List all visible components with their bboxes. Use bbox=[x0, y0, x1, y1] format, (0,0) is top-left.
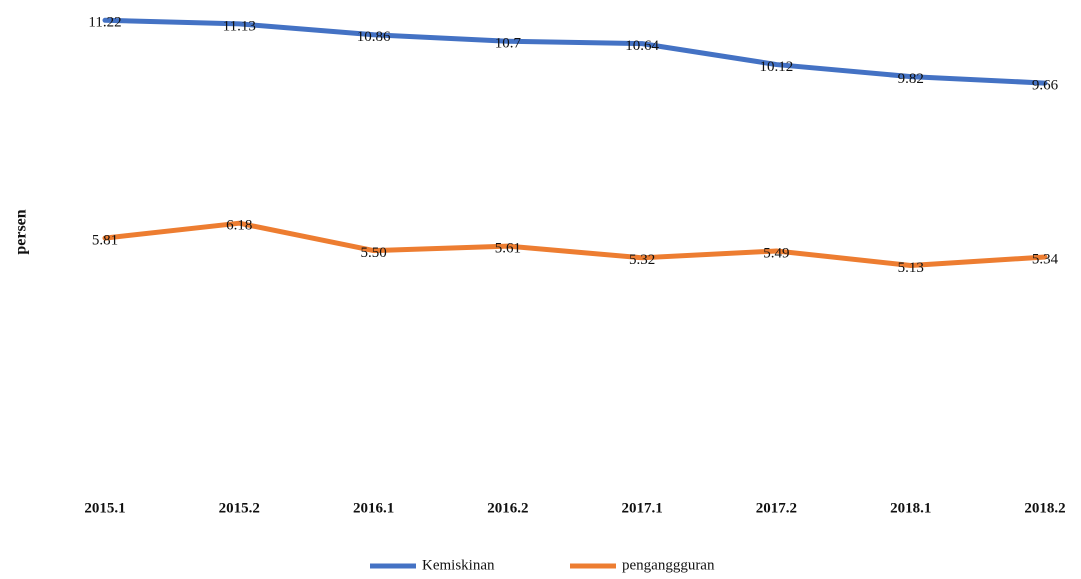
x-tick-label: 2016.2 bbox=[487, 500, 528, 516]
series-line bbox=[102, 17, 1048, 86]
data-label: 10.86 bbox=[357, 29, 391, 45]
x-tick-label: 2015.2 bbox=[219, 500, 260, 516]
x-tick-label: 2016.1 bbox=[353, 500, 394, 516]
x-tick-label: 2017.2 bbox=[756, 500, 797, 516]
data-label: 5.61 bbox=[495, 241, 521, 257]
x-tick-label: 2018.2 bbox=[1024, 500, 1065, 516]
legend-label: Kemiskinan bbox=[422, 557, 495, 573]
data-label: 5.13 bbox=[898, 260, 924, 276]
data-label: 5.50 bbox=[360, 245, 386, 261]
data-label: 11.22 bbox=[88, 15, 121, 31]
legend-label: penganggguran bbox=[622, 557, 715, 573]
data-label: 10.12 bbox=[760, 59, 794, 75]
data-label: 11.13 bbox=[223, 18, 256, 34]
series-line bbox=[102, 220, 1048, 268]
data-label: 5.32 bbox=[629, 252, 655, 268]
data-label: 10.64 bbox=[625, 38, 659, 54]
y-axis-label: persen bbox=[13, 209, 30, 254]
x-tick-label: 2017.1 bbox=[622, 500, 663, 516]
x-tick-label: 2018.1 bbox=[890, 500, 931, 516]
data-label: 9.82 bbox=[898, 71, 924, 87]
data-label: 5.34 bbox=[1032, 251, 1059, 267]
x-tick-label: 2015.1 bbox=[84, 500, 125, 516]
data-label: 5.49 bbox=[763, 245, 789, 261]
data-label: 9.66 bbox=[1032, 78, 1059, 94]
data-label: 10.7 bbox=[495, 36, 522, 52]
data-label: 5.81 bbox=[92, 233, 118, 249]
data-label: 6.18 bbox=[226, 218, 252, 234]
